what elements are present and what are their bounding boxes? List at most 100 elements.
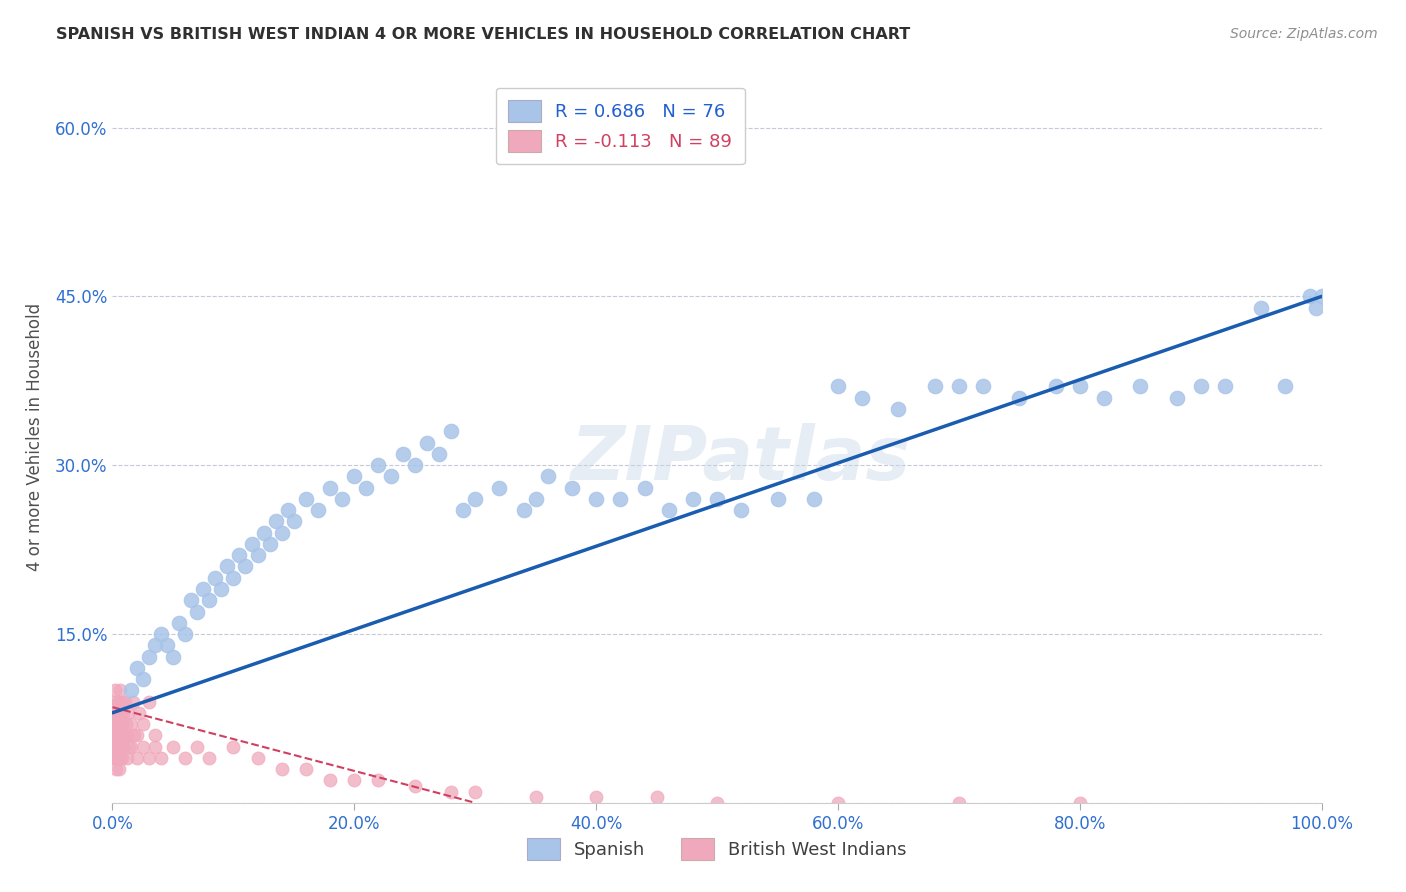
Point (105, 739, 128, 754)
Point (803, 491, 825, 506)
Point (104, 728, 127, 742)
Y-axis label: 4 or more Vehicles in Household: 4 or more Vehicles in Household (25, 303, 44, 571)
Point (122, 694, 145, 708)
Point (143, 638, 166, 652)
Point (111, 751, 134, 765)
Point (283, 515, 305, 529)
Point (101, 717, 124, 731)
Point (319, 481, 342, 495)
Point (1250, 301, 1272, 315)
Point (110, 739, 132, 754)
Point (319, 773, 342, 788)
Point (1189, 379, 1212, 393)
Point (180, 593, 202, 607)
Point (706, 491, 728, 506)
Point (105, 706, 128, 720)
Point (204, 571, 226, 585)
Point (110, 694, 132, 708)
Point (143, 728, 166, 742)
Legend: Spanish, British West Indians: Spanish, British West Indians (520, 830, 914, 867)
Point (367, 773, 389, 788)
Point (105, 739, 128, 754)
Point (246, 751, 269, 765)
Point (682, 491, 704, 506)
Point (112, 739, 135, 754)
Point (114, 694, 136, 708)
Point (108, 739, 131, 754)
Point (107, 728, 129, 742)
Point (115, 728, 138, 742)
Point (253, 525, 276, 540)
Point (343, 469, 366, 483)
Point (827, 796, 849, 810)
Point (186, 739, 208, 754)
Point (948, 796, 970, 810)
Point (149, 751, 172, 765)
Point (120, 717, 142, 731)
Point (120, 739, 142, 754)
Point (235, 559, 257, 574)
Point (110, 728, 132, 742)
Point (132, 672, 155, 686)
Point (104, 751, 127, 765)
Point (524, 790, 547, 805)
Point (427, 447, 450, 461)
Point (270, 762, 292, 776)
Point (105, 739, 128, 754)
Point (1305, 301, 1327, 315)
Point (222, 739, 245, 754)
Point (143, 739, 166, 754)
Point (107, 728, 129, 742)
Point (1092, 391, 1115, 405)
Point (114, 728, 136, 742)
Point (246, 548, 269, 562)
Point (222, 571, 245, 585)
Point (440, 425, 463, 439)
Point (108, 762, 131, 776)
Point (440, 784, 463, 798)
Point (1069, 379, 1091, 393)
Point (108, 717, 131, 731)
Point (107, 706, 129, 720)
Point (295, 491, 318, 506)
Point (174, 751, 197, 765)
Point (209, 582, 232, 596)
Point (585, 790, 607, 805)
Point (766, 491, 789, 506)
Point (105, 728, 128, 742)
Point (115, 751, 138, 765)
Point (645, 790, 668, 805)
Point (217, 559, 239, 574)
Point (117, 706, 139, 720)
Point (118, 739, 141, 754)
Point (108, 751, 131, 765)
Point (132, 739, 155, 754)
Point (105, 706, 128, 720)
Point (464, 491, 486, 506)
Point (138, 649, 160, 664)
Point (111, 739, 134, 754)
Point (264, 515, 287, 529)
Point (658, 503, 681, 517)
Point (1129, 379, 1152, 393)
Point (259, 537, 281, 551)
Point (404, 458, 426, 473)
Point (512, 503, 534, 517)
Point (138, 751, 160, 765)
Point (107, 751, 129, 765)
Point (391, 447, 413, 461)
Point (103, 751, 125, 765)
Point (416, 435, 439, 450)
Point (1213, 379, 1236, 393)
Point (103, 728, 125, 742)
Point (138, 694, 160, 708)
Point (149, 627, 172, 641)
Point (1008, 391, 1031, 405)
Point (537, 469, 560, 483)
Point (104, 706, 127, 720)
Point (488, 481, 510, 495)
Point (1045, 379, 1067, 393)
Point (198, 751, 221, 765)
Point (122, 728, 145, 742)
Point (174, 627, 197, 641)
